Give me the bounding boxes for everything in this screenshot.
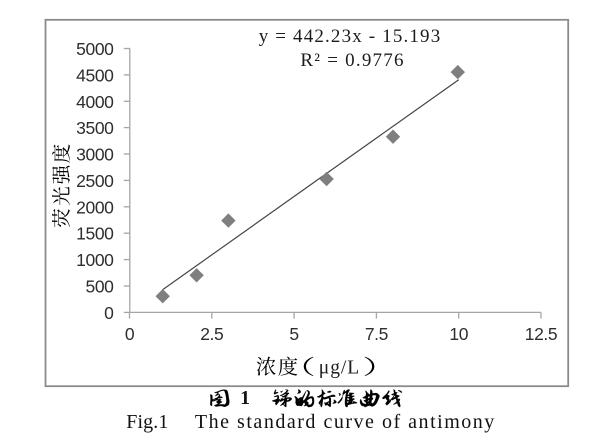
svg-text:7.5: 7.5 xyxy=(365,324,388,344)
svg-text:2500: 2500 xyxy=(76,171,114,191)
svg-text:0: 0 xyxy=(125,324,135,344)
svg-text:10: 10 xyxy=(449,324,468,344)
svg-text:1000: 1000 xyxy=(76,250,114,270)
svg-text:3500: 3500 xyxy=(76,118,114,138)
svg-text:12.5: 12.5 xyxy=(525,324,557,344)
svg-text:The standard curve of antimony: The standard curve of antimony xyxy=(195,411,494,433)
svg-text:μg/L: μg/L xyxy=(319,357,359,378)
svg-text:3000: 3000 xyxy=(76,145,114,165)
svg-text:2.5: 2.5 xyxy=(200,324,223,344)
svg-text:500: 500 xyxy=(86,277,115,297)
svg-text:R² = 0.9776: R² = 0.9776 xyxy=(300,50,403,71)
svg-text:5: 5 xyxy=(289,324,298,344)
svg-text:0: 0 xyxy=(104,303,114,323)
svg-text:4000: 4000 xyxy=(76,92,114,112)
svg-text:2000: 2000 xyxy=(76,197,114,217)
svg-text:Fig.1: Fig.1 xyxy=(126,411,168,433)
svg-text:y = 442.23x - 15.193: y = 442.23x - 15.193 xyxy=(259,26,441,47)
svg-text:1500: 1500 xyxy=(76,224,114,244)
svg-text:4500: 4500 xyxy=(76,65,114,85)
svg-text:5000: 5000 xyxy=(76,39,114,59)
svg-text:1: 1 xyxy=(240,388,250,409)
